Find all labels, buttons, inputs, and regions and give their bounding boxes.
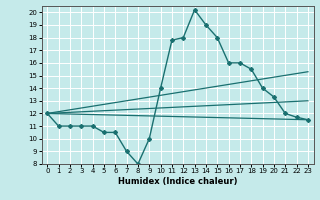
X-axis label: Humidex (Indice chaleur): Humidex (Indice chaleur) bbox=[118, 177, 237, 186]
